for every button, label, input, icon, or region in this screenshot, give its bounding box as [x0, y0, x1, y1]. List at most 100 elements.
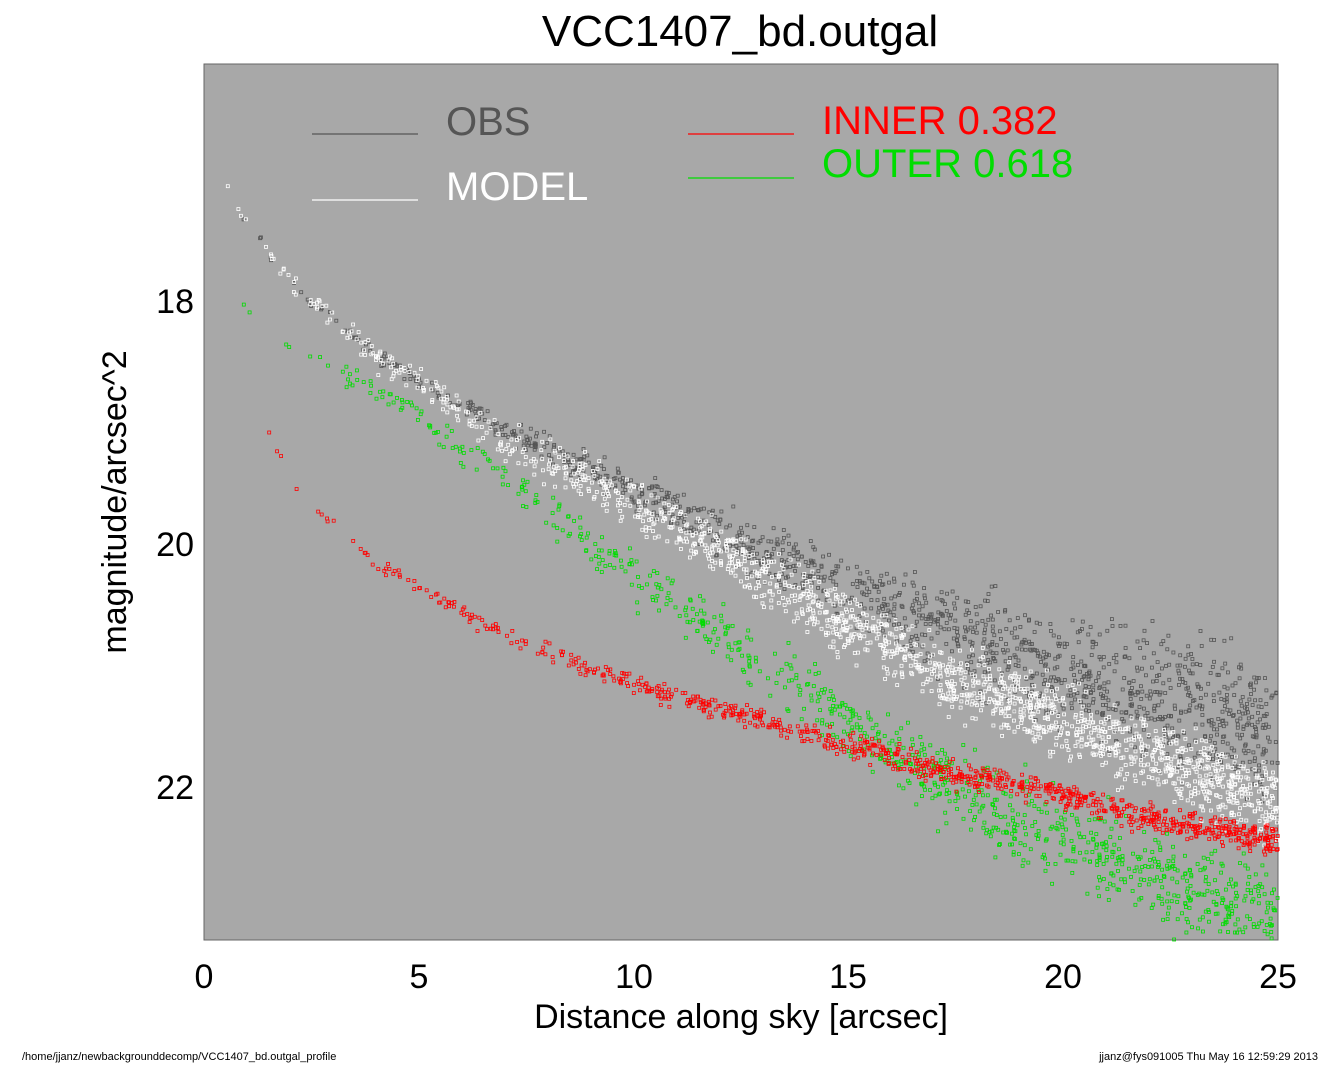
data-point-obs [581, 457, 586, 462]
data-point-model [952, 695, 957, 699]
data-point-obs [1147, 696, 1152, 701]
data-point-obs [845, 598, 850, 603]
data-point-obs [780, 540, 785, 545]
data-point-model [939, 651, 944, 655]
data-point-obs [929, 636, 934, 641]
data-point-model [850, 608, 854, 612]
data-point-obs [1264, 722, 1269, 727]
data-point-obs [951, 636, 956, 641]
data-point-model [811, 599, 816, 604]
data-point-model [887, 649, 892, 654]
data-point-model [910, 624, 915, 629]
data-point-obs [925, 657, 930, 662]
data-point-model [641, 519, 645, 524]
data-point-obs [1145, 641, 1149, 645]
data-point-obs [973, 625, 977, 630]
data-point-obs [1079, 659, 1084, 664]
data-point-obs [1012, 653, 1017, 658]
data-point-obs [728, 523, 732, 528]
data-point-obs [782, 536, 786, 540]
data-point-model [1031, 719, 1036, 723]
data-point-obs [955, 642, 960, 647]
data-point-model [1080, 704, 1085, 709]
data-point-obs [1128, 714, 1133, 719]
data-point-obs [897, 622, 901, 627]
data-point-model [1220, 752, 1224, 757]
data-point-obs [1260, 774, 1265, 779]
data-point-obs [892, 602, 897, 607]
data-point-obs [1016, 658, 1021, 663]
data-point-obs [962, 637, 967, 641]
data-point-model [1243, 791, 1248, 796]
data-point-model [1256, 806, 1260, 811]
data-point-obs [1163, 691, 1168, 695]
data-point-obs [1039, 660, 1043, 664]
data-point-model [1156, 746, 1161, 750]
data-point-obs [968, 639, 973, 644]
data-point-model [454, 393, 459, 398]
data-point-obs [542, 445, 547, 450]
data-point-obs [935, 596, 940, 601]
data-point-obs [1178, 676, 1182, 681]
data-point-obs [1167, 677, 1172, 682]
data-point-obs [1220, 666, 1225, 671]
data-point-model [1206, 746, 1211, 751]
data-point-obs [1190, 657, 1195, 661]
data-point-model [835, 655, 840, 660]
data-point-model [1176, 763, 1181, 767]
data-point-model [781, 596, 785, 600]
data-point-model [1058, 733, 1062, 737]
x-tick-label: 5 [410, 958, 429, 996]
data-point-model [906, 627, 911, 632]
data-point-model [991, 711, 996, 716]
data-point-obs [862, 581, 867, 586]
data-point-model [1002, 681, 1007, 685]
data-point-model [644, 535, 649, 539]
data-point-obs [1087, 685, 1091, 689]
data-point-model [708, 526, 713, 531]
data-point-obs [1269, 695, 1274, 700]
data-point-obs [694, 520, 699, 525]
data-point-model [592, 473, 597, 478]
data-point-obs [911, 609, 916, 613]
data-point-obs [822, 574, 827, 579]
data-point-obs [1089, 653, 1094, 657]
data-point-model [708, 564, 712, 569]
data-point-obs [936, 622, 940, 627]
data-point-model [1129, 762, 1134, 766]
data-point-model [1021, 708, 1026, 713]
data-point-model [570, 464, 575, 469]
data-point-model [1073, 744, 1078, 748]
data-point-obs [903, 572, 908, 577]
data-point-obs [418, 380, 423, 385]
data-point-obs [1177, 718, 1182, 723]
data-point-obs [1254, 735, 1259, 740]
data-point-model [1239, 794, 1244, 799]
data-point-model [1029, 715, 1033, 720]
data-point-model [1236, 770, 1241, 775]
data-point-obs [542, 429, 546, 434]
x-axis: 0 5 10 15 20 25 Distance along sky [arcs… [195, 958, 1297, 1036]
data-point-model [876, 632, 881, 636]
data-point-obs [943, 602, 947, 606]
data-point-model [1129, 743, 1134, 748]
data-point-model [591, 469, 595, 473]
data-point-obs [1152, 703, 1157, 708]
data-point-model [1146, 733, 1151, 737]
data-point-model [1119, 756, 1124, 760]
data-point-model [703, 549, 708, 553]
data-point-obs [816, 569, 821, 573]
data-point-model [969, 693, 974, 698]
data-point-obs [1081, 694, 1086, 699]
data-point-obs [955, 630, 959, 634]
data-point-obs [1212, 727, 1216, 732]
data-point-obs [867, 576, 872, 581]
data-point-obs [480, 411, 485, 416]
data-point-obs [917, 607, 922, 612]
y-tick-label: 18 [156, 283, 194, 321]
data-point-model [1198, 765, 1202, 770]
data-point-obs [1094, 679, 1098, 683]
data-point-model [945, 697, 950, 702]
data-point-model [1197, 774, 1202, 779]
data-point-obs [1259, 705, 1264, 709]
